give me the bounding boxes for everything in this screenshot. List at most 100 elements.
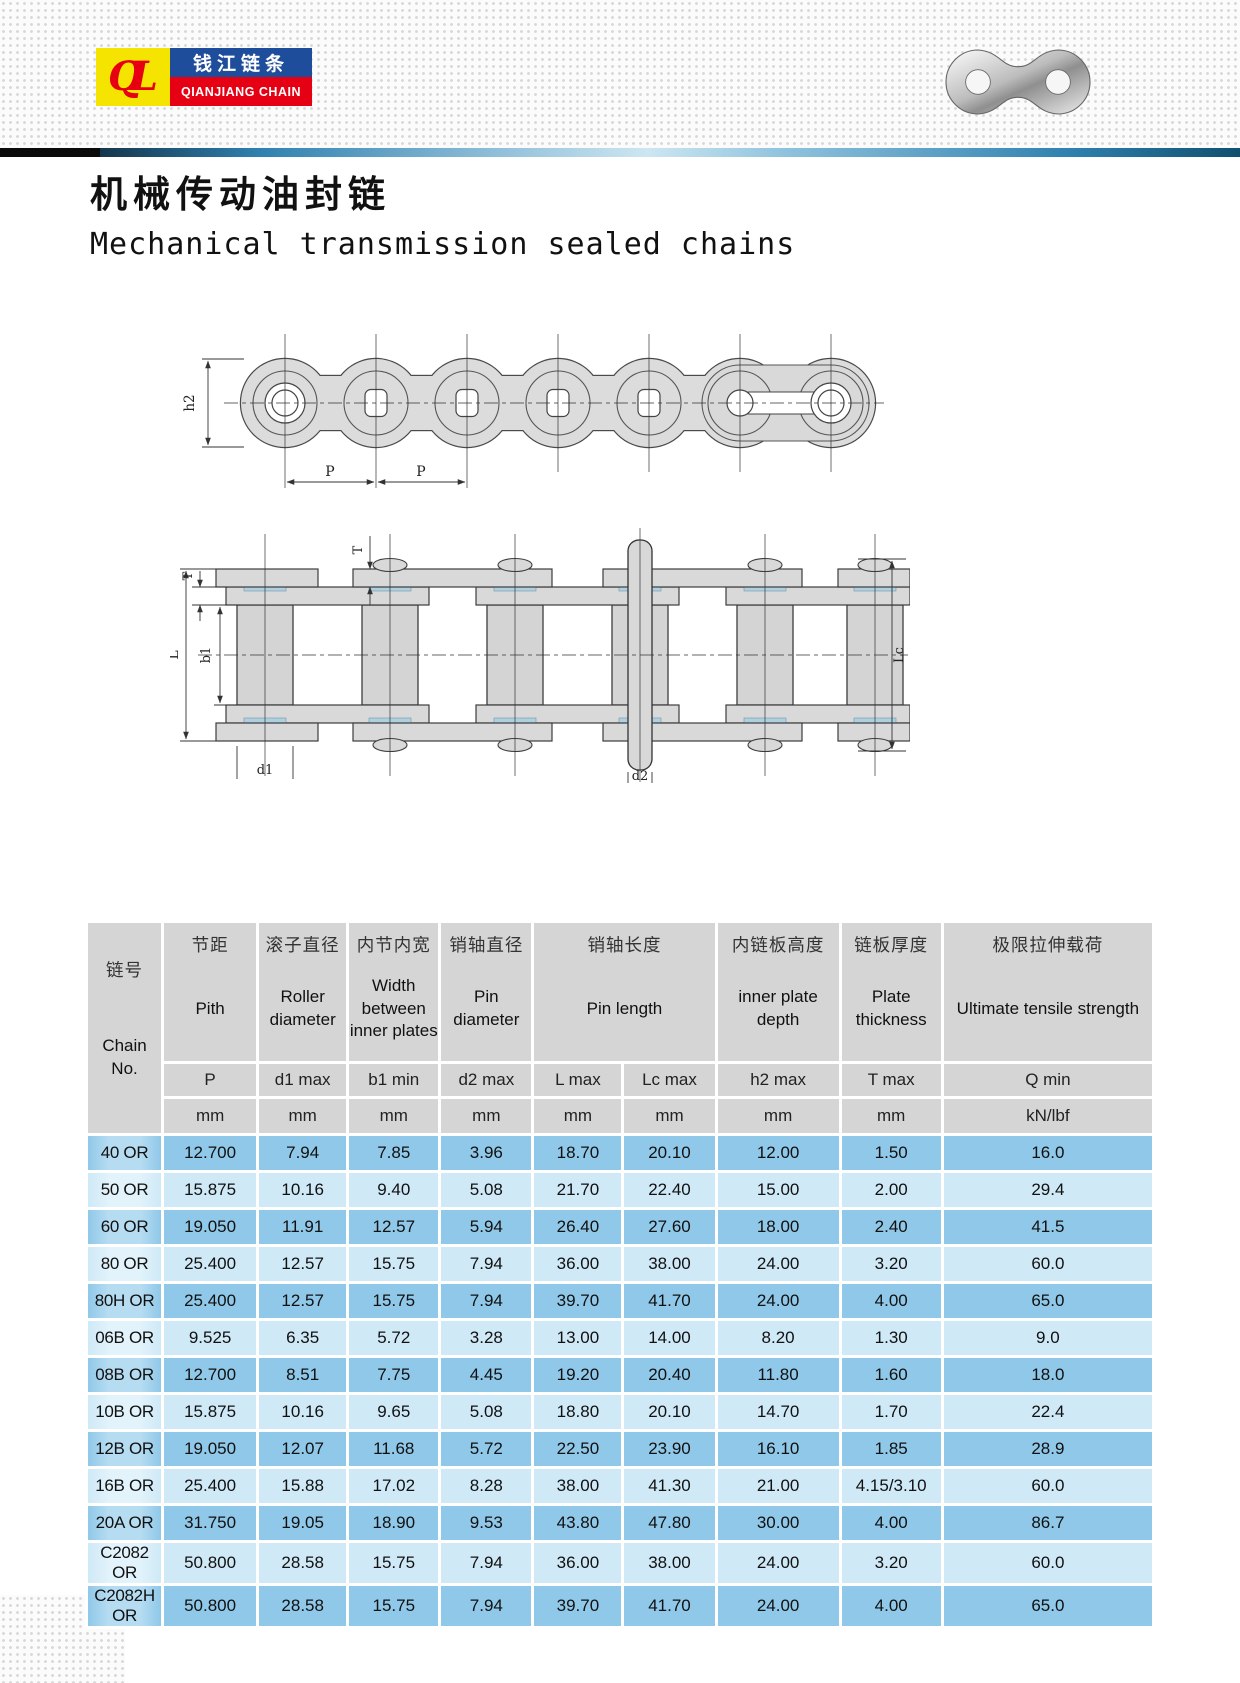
chain-no-cell: 80H OR: [88, 1284, 162, 1318]
pin-holes: [264, 382, 852, 424]
value-cell: 14.70: [717, 1395, 839, 1429]
value-cell: 4.15/3.10: [841, 1469, 941, 1503]
value-cell: 31.750: [164, 1506, 257, 1540]
value-cell: 17.02: [349, 1469, 439, 1503]
value-cell: 29.4: [943, 1173, 1152, 1207]
chain-no-cell: C2082H OR: [88, 1586, 162, 1626]
dimension-label-p2: P: [416, 464, 425, 480]
unit-cell: mm: [534, 1099, 622, 1133]
value-cell: 5.72: [441, 1432, 532, 1466]
value-cell: 13.00: [534, 1321, 622, 1355]
value-cell: 28.58: [259, 1586, 347, 1626]
unit-cell: mm: [441, 1099, 532, 1133]
value-cell: 21.00: [717, 1469, 839, 1503]
symbol-b1-min: b1 min: [349, 1064, 439, 1096]
value-cell: 43.80: [534, 1506, 622, 1540]
value-cell: 20.10: [624, 1136, 715, 1170]
value-cell: 4.45: [441, 1358, 532, 1392]
chain-no-cell: 12B OR: [88, 1432, 162, 1466]
value-cell: 7.94: [441, 1284, 532, 1318]
col-header-chain: 链号 Chain No.: [88, 923, 162, 1133]
value-cell: 7.75: [349, 1358, 439, 1392]
value-cell: 7.94: [441, 1586, 532, 1626]
col-header-plate-thickness: 链板厚度 Plate thickness: [841, 923, 941, 1061]
value-cell: 25.400: [164, 1469, 257, 1503]
table-row: 10B OR 15.875 10.16 9.65 5.08 18.80 20.10 14.70…: [88, 1395, 1152, 1429]
symbol-d1-max: d1 max: [259, 1064, 347, 1096]
value-cell: 7.94: [441, 1543, 532, 1583]
chain-no-cell: 40 OR: [88, 1136, 162, 1170]
page-title-en: Mechanical transmission sealed chains: [90, 227, 796, 262]
value-cell: 16.0: [943, 1136, 1152, 1170]
value-cell: 27.60: [624, 1210, 715, 1244]
value-cell: 9.40: [349, 1173, 439, 1207]
logo-monogram: QL: [108, 53, 158, 100]
table-row: 08B OR 12.700 8.51 7.75 4.45 19.20 20.40 11.80 1…: [88, 1358, 1152, 1392]
value-cell: 65.0: [943, 1284, 1152, 1318]
chain-plate-graphic: [945, 49, 1091, 115]
table-row: 80H OR 25.400 12.57 15.75 7.94 39.70 41.70 24.0…: [88, 1284, 1152, 1318]
value-cell: 20.10: [624, 1395, 715, 1429]
value-cell: 8.51: [259, 1358, 347, 1392]
value-cell: 1.60: [841, 1358, 941, 1392]
dimension-label-d1: d1: [257, 763, 274, 778]
value-cell: 11.80: [717, 1358, 839, 1392]
value-cell: 15.75: [349, 1543, 439, 1583]
value-cell: 9.65: [349, 1395, 439, 1429]
col-header-plate-depth: 内链板高度 inner plate depth: [717, 923, 839, 1061]
brand-name-en: QIANJIANG CHAIN: [170, 77, 312, 106]
value-cell: 9.525: [164, 1321, 257, 1355]
value-cell: 7.94: [259, 1136, 347, 1170]
value-cell: 10.16: [259, 1173, 347, 1207]
value-cell: 41.70: [624, 1586, 715, 1626]
value-cell: 60.0: [943, 1469, 1152, 1503]
value-cell: 15.875: [164, 1395, 257, 1429]
value-cell: 30.00: [717, 1506, 839, 1540]
dimension-lines: [180, 536, 906, 783]
value-cell: 50.800: [164, 1543, 257, 1583]
logo-bands: 钱江链条 QIANJIANG CHAIN: [170, 48, 312, 106]
unit-cell: mm: [259, 1099, 347, 1133]
value-cell: 14.00: [624, 1321, 715, 1355]
value-cell: 2.00: [841, 1173, 941, 1207]
plate-body: [945, 49, 1091, 115]
value-cell: 15.75: [349, 1284, 439, 1318]
value-cell: 3.20: [841, 1247, 941, 1281]
unit-cell: kN/lbf: [943, 1099, 1152, 1133]
dimension-label-d2: d2: [632, 769, 649, 784]
value-cell: 21.70: [534, 1173, 622, 1207]
dimension-label-lc: Lc: [892, 647, 907, 663]
chain-no-cell: 06B OR: [88, 1321, 162, 1355]
symbol-p: P: [164, 1064, 257, 1096]
chain-no-cell: 10B OR: [88, 1395, 162, 1429]
value-cell: 26.40: [534, 1210, 622, 1244]
value-cell: 18.0: [943, 1358, 1152, 1392]
chain-no-cell: C2082 OR: [88, 1543, 162, 1583]
chain-no-cell: 20A OR: [88, 1506, 162, 1540]
value-cell: 9.53: [441, 1506, 532, 1540]
value-cell: 28.58: [259, 1543, 347, 1583]
value-cell: 1.85: [841, 1432, 941, 1466]
plate-hole-right: [1045, 69, 1071, 95]
col-header-roller-diameter: 滚子直径 Roller diameter: [259, 923, 347, 1061]
value-cell: 1.50: [841, 1136, 941, 1170]
value-cell: 15.875: [164, 1173, 257, 1207]
value-cell: 19.20: [534, 1358, 622, 1392]
dimension-label-b1: b1: [199, 647, 214, 664]
value-cell: 12.57: [349, 1210, 439, 1244]
value-cell: 19.05: [259, 1506, 347, 1540]
value-cell: 5.08: [441, 1395, 532, 1429]
table-row: 80 OR 25.400 12.57 15.75 7.94 36.00 38.00 24.00…: [88, 1247, 1152, 1281]
value-cell: 10.16: [259, 1395, 347, 1429]
value-cell: 12.57: [259, 1247, 347, 1281]
brand-name-cn: 钱江链条: [170, 48, 312, 77]
col-header-pitch: 节距 Pith: [164, 923, 257, 1061]
plate-hole-left: [965, 69, 991, 95]
value-cell: 24.00: [717, 1284, 839, 1318]
table-row: 06B OR 9.525 6.35 5.72 3.28 13.00 14.00 8.20 1.3…: [88, 1321, 1152, 1355]
value-cell: 38.00: [534, 1469, 622, 1503]
col-header-tensile-strength: 极限拉伸载荷 Ultimate tensile strength: [943, 923, 1152, 1061]
value-cell: 25.400: [164, 1284, 257, 1318]
side-view-drawing: h2 P P: [182, 334, 884, 488]
